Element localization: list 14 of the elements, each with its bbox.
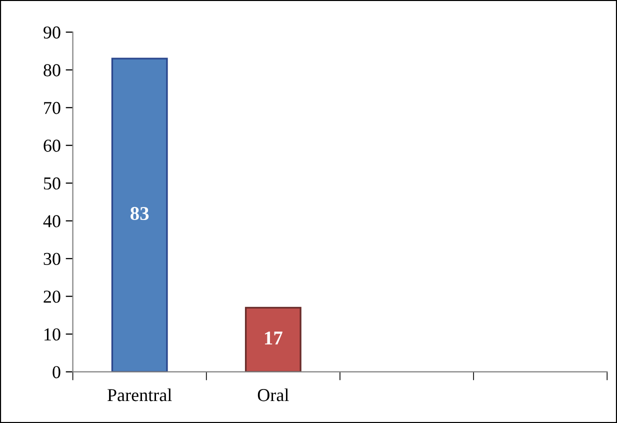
y-tick-label: 10 [44,328,60,341]
data-label: 83 [130,206,149,220]
y-tick-label: 60 [44,140,60,152]
y-tick-label: 50 [44,177,60,190]
y-tick-label: 90 [44,26,60,39]
y-tick-label: 70 [44,102,60,114]
x-tick-label: Oral [258,388,289,402]
y-tick-label: 20 [44,290,60,303]
data-label: 17 [265,332,282,344]
y-tick-label: 80 [44,64,60,76]
x-tick-label: Parentral [108,388,172,402]
y-tick-label: 30 [44,252,60,266]
y-tick-label: 40 [43,215,60,228]
y-tick-label: 0 [52,366,60,378]
